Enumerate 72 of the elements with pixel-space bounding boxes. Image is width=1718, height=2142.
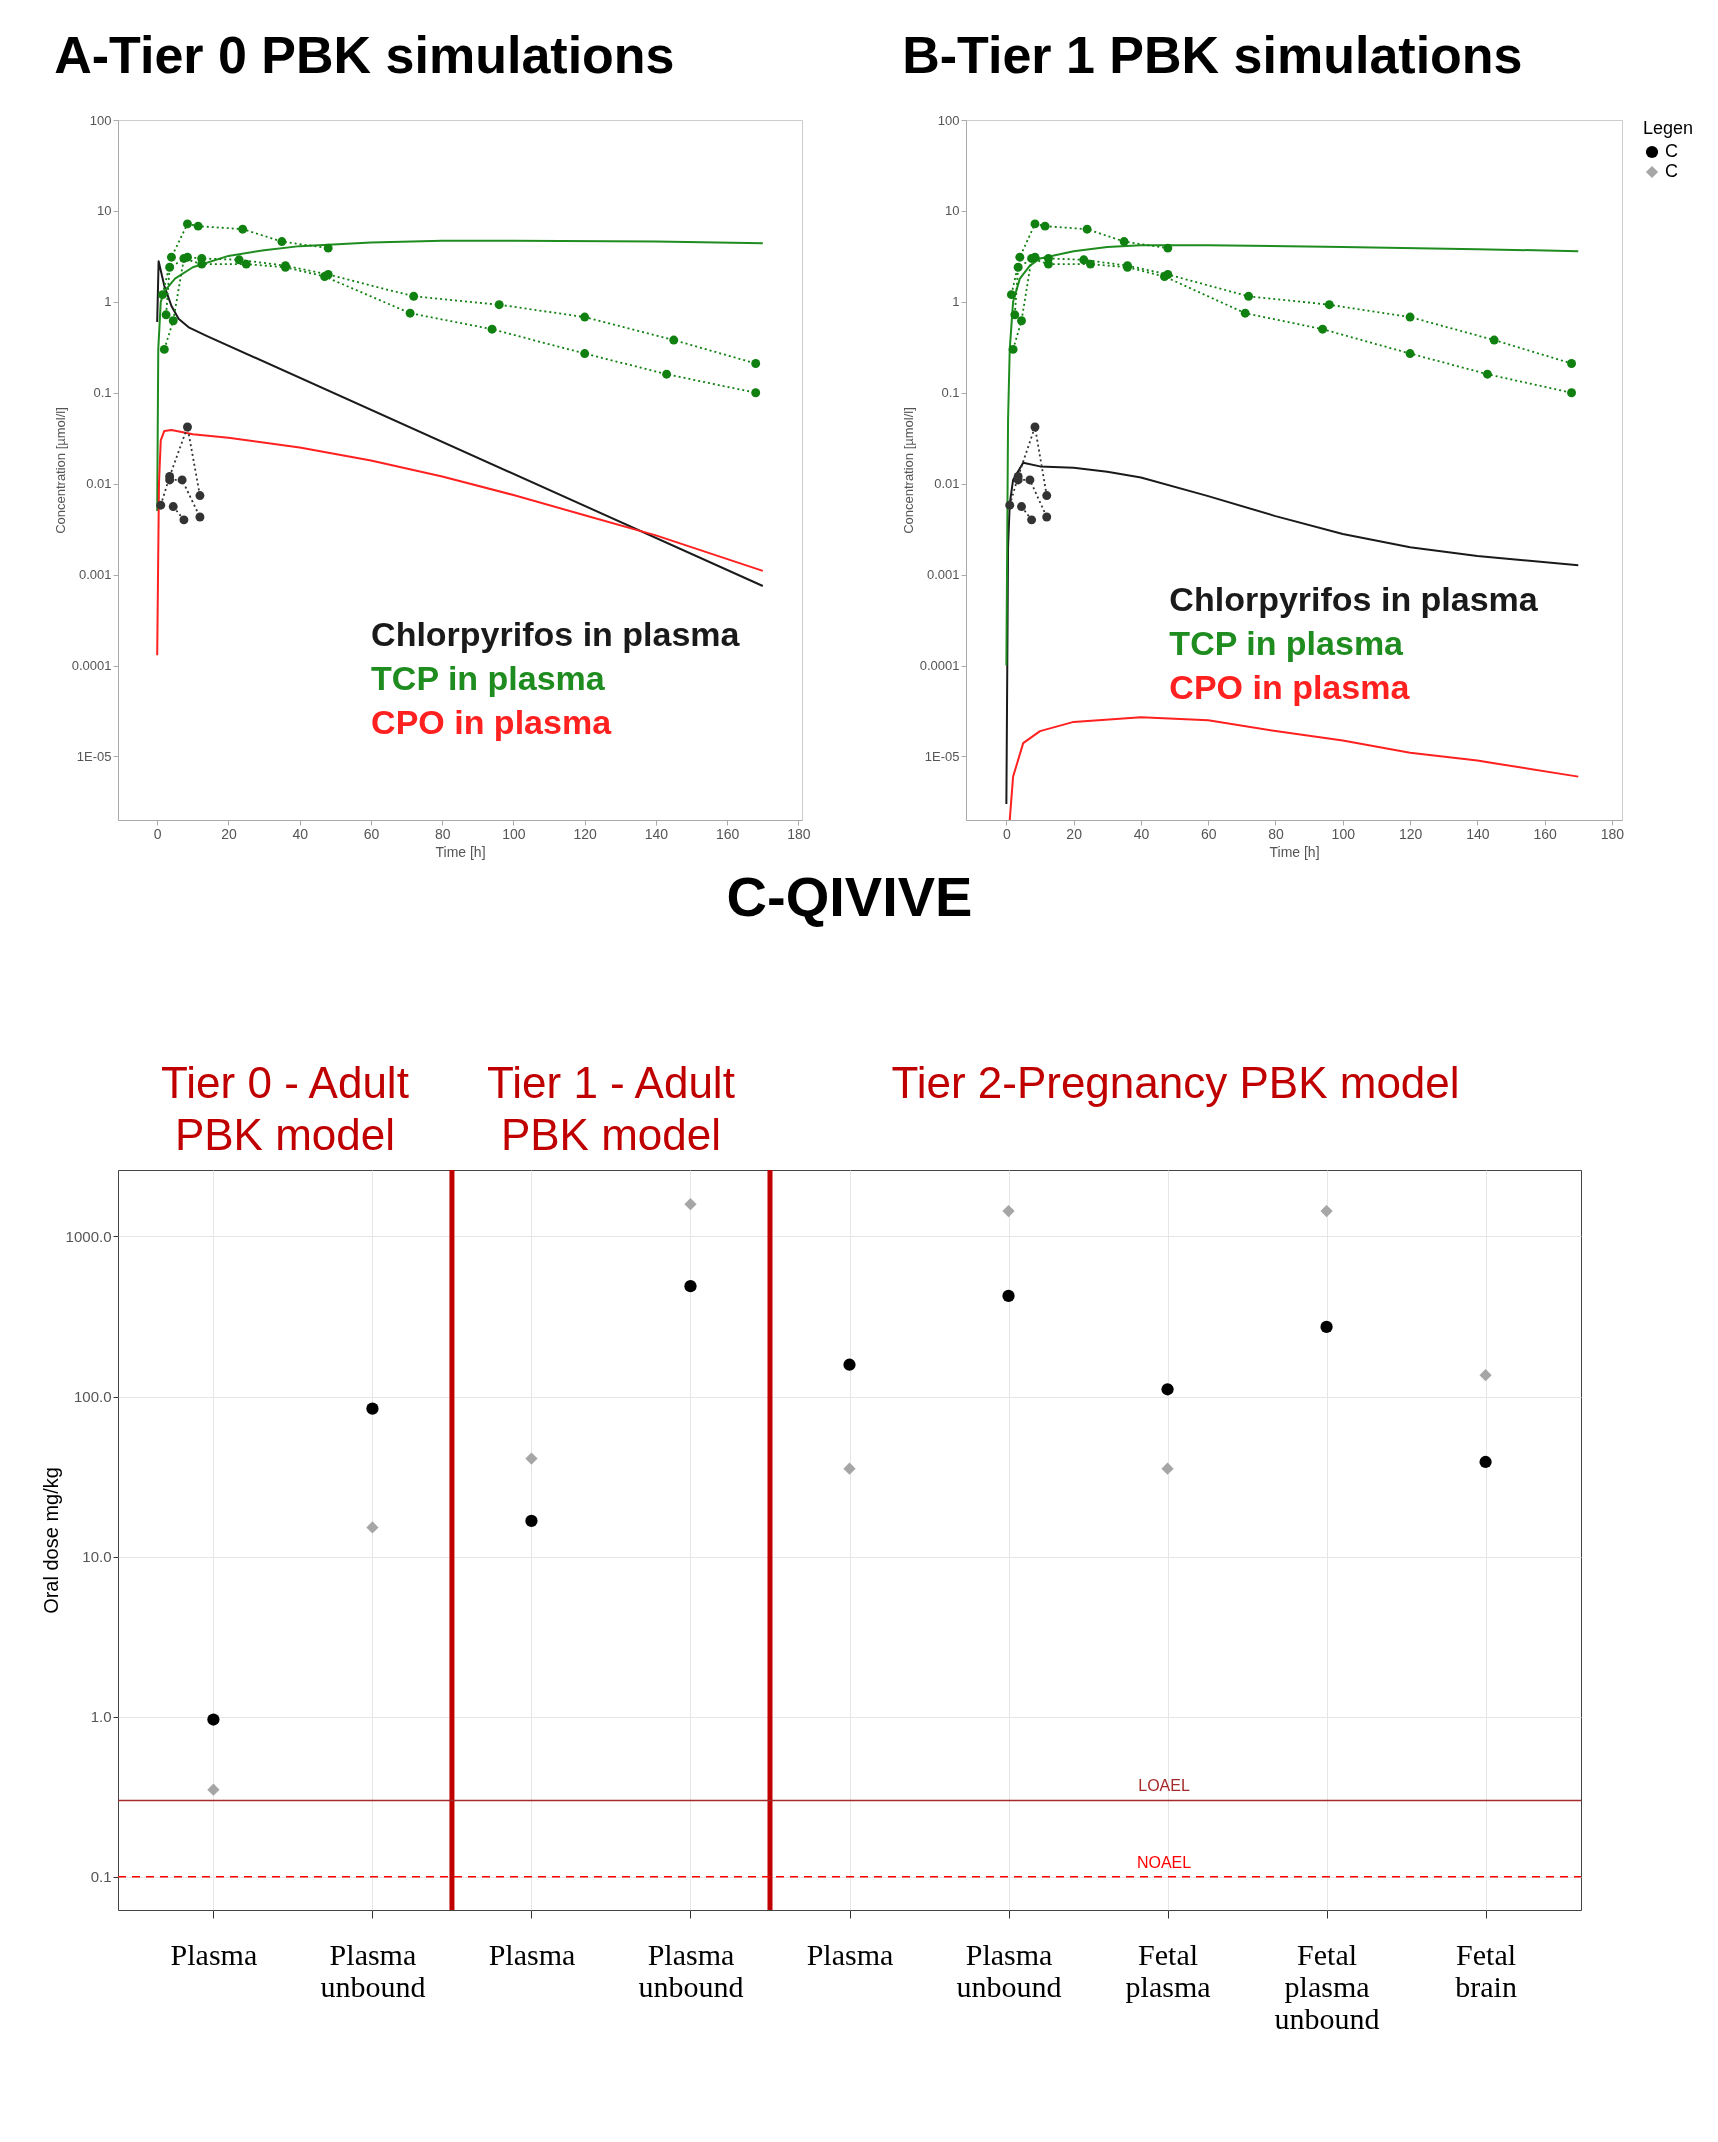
y-tick-label: 1000.0 (65, 1227, 112, 1245)
x-tick-label: Plasma (488, 1937, 576, 1971)
x-tick-label: 180 (1600, 825, 1625, 842)
x-tick-label: 120 (1398, 825, 1423, 842)
y-tick-label: 1E-05 (924, 748, 960, 764)
series-label: Chlorpyrifos in plasma (1169, 580, 1539, 618)
ref-line-label: NOAEL (1136, 1853, 1192, 1871)
series-label: Chlorpyrifos in plasma (371, 615, 741, 653)
series-label: CPO in plasma (1169, 668, 1411, 706)
y-tick-label: 100 (937, 112, 960, 128)
x-tick-label: 160 (716, 825, 740, 842)
y-axis-title: Oral dose mg/kg (39, 1467, 62, 1614)
x-tick-label: 20 (221, 825, 237, 842)
x-tick-label: Fetal plasma (1125, 1937, 1211, 2003)
x-tick-label: 60 (363, 825, 380, 842)
y-tick-label: 0.001 (78, 567, 112, 583)
text: Tier 2-Pregnancy PBK model (891, 1058, 1460, 1107)
y-tick-label: 10 (97, 203, 112, 219)
x-tick-label: 60 (1200, 825, 1217, 842)
chart-title: C-QIVIVE (726, 865, 973, 928)
x-tick-label: Plasma unbound (638, 1937, 744, 2003)
x-tick-label: Fetal brain (1455, 1937, 1517, 2003)
x-tick-label: Fetal plasma unbound (1274, 1937, 1380, 2035)
x-tick-label: Plasma unbound (956, 1937, 1062, 2003)
x-tick-label: 180 (787, 825, 811, 842)
x-tick-label: 100 (502, 825, 526, 842)
chart-title: B-Tier 1 PBK simulations (902, 26, 1523, 84)
y-tick-label: 1 (952, 294, 960, 310)
ref-line-label: LOAEL (1138, 1777, 1190, 1795)
y-tick-label: 100 (89, 112, 112, 128)
y-tick-label: 1.0 (90, 1708, 112, 1726)
x-tick-label: 160 (1533, 825, 1558, 842)
x-axis-title: Time [h] (1269, 843, 1320, 860)
y-tick-label: 1 (104, 294, 112, 310)
x-tick-label: 100 (1331, 825, 1356, 842)
x-tick-label: Plasma (170, 1937, 258, 1971)
y-tick-label: 1E-05 (76, 748, 112, 764)
y-tick-label: 0.01 (86, 476, 112, 492)
x-tick-label: Plasma (806, 1937, 894, 1971)
x-tick-label: 80 (434, 825, 451, 842)
y-tick-label: 10.0 (82, 1548, 112, 1566)
x-tick-label: 40 (1133, 825, 1150, 842)
y-tick-label: 0.01 (934, 476, 960, 492)
y-tick-label: 0.0001 (919, 658, 960, 674)
y-axis-title: Concentration [µmol/l] (52, 407, 68, 534)
y-tick-label: 0.0001 (71, 658, 112, 674)
y-tick-label: 100.0 (73, 1388, 112, 1406)
text: CPO in plasma (371, 703, 613, 741)
x-tick-label: 0 (153, 825, 162, 842)
legend-label: C (1665, 161, 1678, 181)
x-tick-label: 80 (1268, 825, 1284, 842)
x-tick-label: 40 (292, 825, 309, 842)
y-axis-title: Concentration [µmol/l] (900, 407, 916, 534)
y-tick-label: 0.1 (93, 385, 112, 401)
text: Tier 0 - Adult PBK model (161, 1058, 409, 1159)
x-tick-label: 20 (1066, 825, 1083, 842)
text: Tier 1 - Adult PBK model (487, 1058, 735, 1159)
x-tick-label: 120 (573, 825, 598, 842)
legend-title: Legen (1643, 118, 1694, 138)
text: TCP in plasma (1169, 624, 1405, 662)
x-axis-title: Time [h] (435, 843, 486, 860)
y-tick-label: 0.001 (926, 567, 960, 583)
text: TCP in plasma (371, 659, 606, 697)
y-tick-label: 0.1 (941, 385, 960, 401)
x-tick-label: 140 (644, 825, 669, 842)
y-tick-label: 10 (945, 203, 960, 219)
legend-label: C (1665, 141, 1678, 161)
x-tick-label: 0 (1002, 825, 1011, 842)
chart-title: A-Tier 0 PBK simulations (54, 26, 675, 84)
x-tick-label: Plasma unbound (320, 1937, 426, 2003)
y-tick-label: 0.1 (90, 1868, 112, 1886)
x-tick-label: 140 (1466, 825, 1490, 842)
